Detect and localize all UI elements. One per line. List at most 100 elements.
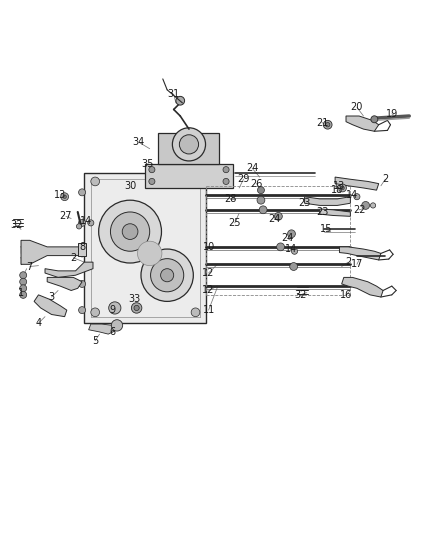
Text: 33: 33: [128, 294, 140, 304]
Circle shape: [287, 230, 295, 238]
Text: 35: 35: [141, 159, 153, 169]
Text: 2: 2: [70, 253, 76, 263]
Circle shape: [78, 189, 85, 196]
Text: 15: 15: [319, 224, 332, 235]
Circle shape: [291, 248, 297, 254]
Circle shape: [20, 285, 27, 292]
Circle shape: [176, 96, 184, 105]
Text: 6: 6: [110, 327, 116, 337]
Circle shape: [141, 249, 193, 301]
Circle shape: [131, 303, 141, 313]
Text: 22: 22: [352, 205, 364, 215]
Circle shape: [122, 224, 138, 239]
Text: 23: 23: [315, 207, 328, 217]
Polygon shape: [158, 133, 219, 164]
Circle shape: [150, 259, 184, 292]
Circle shape: [137, 241, 162, 265]
Text: 19: 19: [385, 109, 397, 119]
Circle shape: [276, 243, 284, 251]
Text: 24: 24: [245, 163, 258, 173]
Polygon shape: [45, 262, 93, 277]
Polygon shape: [319, 209, 350, 216]
Circle shape: [20, 292, 27, 298]
Circle shape: [289, 263, 297, 270]
Text: 17: 17: [350, 260, 362, 269]
Circle shape: [91, 308, 99, 317]
Polygon shape: [345, 116, 378, 131]
Polygon shape: [47, 277, 82, 290]
Text: 4: 4: [35, 318, 42, 328]
Text: 28: 28: [224, 194, 236, 204]
Circle shape: [88, 220, 94, 226]
Circle shape: [257, 187, 264, 193]
Text: 3: 3: [48, 292, 54, 302]
Text: 14: 14: [285, 244, 297, 254]
Text: 1: 1: [18, 288, 24, 297]
Text: 20: 20: [350, 102, 362, 112]
Circle shape: [361, 201, 369, 209]
Text: 18: 18: [330, 185, 343, 195]
Circle shape: [325, 123, 329, 127]
Text: 16: 16: [339, 290, 351, 300]
Circle shape: [78, 220, 85, 227]
Text: 21: 21: [315, 118, 328, 127]
Polygon shape: [145, 164, 232, 188]
Text: 25: 25: [228, 218, 240, 228]
Circle shape: [91, 177, 99, 186]
Circle shape: [370, 116, 377, 123]
Text: 11: 11: [202, 305, 214, 315]
Polygon shape: [21, 240, 82, 264]
Polygon shape: [341, 277, 382, 297]
Circle shape: [78, 280, 85, 287]
Polygon shape: [84, 173, 206, 323]
Text: 14: 14: [346, 190, 358, 199]
Text: 29: 29: [237, 174, 249, 184]
Polygon shape: [78, 243, 86, 256]
Circle shape: [338, 184, 346, 192]
Text: 24: 24: [280, 233, 293, 243]
Circle shape: [148, 167, 155, 173]
Circle shape: [179, 135, 198, 154]
Circle shape: [99, 200, 161, 263]
Text: 13: 13: [332, 181, 345, 191]
Text: 13: 13: [54, 190, 66, 199]
Circle shape: [191, 177, 199, 186]
Text: 14: 14: [80, 216, 92, 225]
Circle shape: [172, 128, 205, 161]
Circle shape: [110, 212, 149, 251]
Circle shape: [60, 193, 68, 200]
Circle shape: [256, 196, 264, 204]
Text: 7: 7: [27, 262, 33, 271]
Text: 32: 32: [11, 220, 23, 230]
Circle shape: [20, 278, 27, 285]
Text: 26: 26: [250, 179, 262, 189]
Text: 8: 8: [79, 242, 85, 252]
Text: 2: 2: [381, 174, 388, 184]
Circle shape: [191, 308, 199, 317]
Polygon shape: [88, 324, 115, 334]
Circle shape: [322, 120, 331, 129]
Text: 32: 32: [293, 290, 306, 300]
Text: 9: 9: [110, 305, 116, 315]
Circle shape: [340, 186, 343, 190]
Circle shape: [20, 272, 27, 279]
Circle shape: [78, 306, 85, 313]
Text: 12: 12: [202, 286, 214, 295]
Text: 10: 10: [202, 242, 214, 252]
Circle shape: [223, 167, 229, 173]
Text: 30: 30: [124, 181, 136, 191]
Circle shape: [160, 269, 173, 282]
Text: 27: 27: [60, 211, 72, 221]
Polygon shape: [304, 197, 350, 205]
Text: 12: 12: [202, 268, 214, 278]
Text: 24: 24: [267, 214, 279, 223]
Circle shape: [76, 224, 81, 229]
Circle shape: [148, 179, 155, 184]
Circle shape: [353, 193, 359, 200]
Circle shape: [109, 302, 120, 314]
Circle shape: [274, 213, 282, 220]
Circle shape: [134, 305, 139, 311]
Polygon shape: [339, 247, 380, 260]
Text: 31: 31: [167, 89, 180, 99]
Circle shape: [78, 250, 85, 257]
